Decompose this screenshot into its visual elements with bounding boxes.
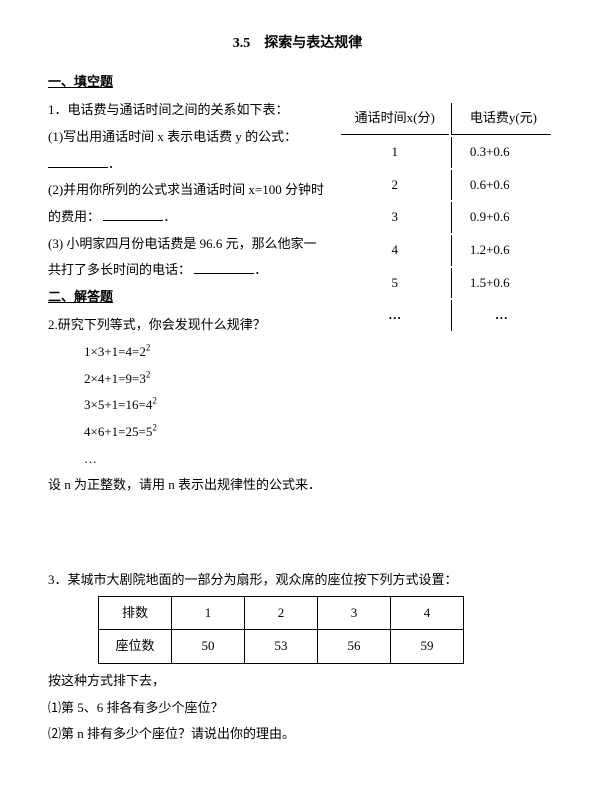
eq-body: 1×3+1=4=2 — [84, 344, 146, 359]
q3-part2: ⑵第 n 排有多少个座位？请说出你的理由。 — [48, 721, 547, 748]
period: ． — [163, 209, 176, 224]
table-row: 30.9+0.6 — [341, 202, 551, 233]
seat-col: 3 — [318, 596, 391, 630]
eq-exp: 2 — [152, 423, 157, 433]
seat-val: 59 — [391, 630, 464, 664]
cell-x: 5 — [341, 268, 449, 299]
cell-y: 1.2+0.6 — [451, 235, 551, 266]
section1-heading: 一、填空题 — [48, 69, 547, 96]
cell-y: 0.3+0.6 — [451, 137, 551, 168]
answer-blank[interactable] — [194, 260, 254, 274]
cell-x: 2 — [341, 170, 449, 201]
q1-part2: (2)并用你所列的公式求当通话时间 x=100 分钟时的费用： — [48, 182, 324, 224]
period: ． — [254, 262, 267, 277]
seat-table: 排数 1 2 3 4 座位数 50 53 56 59 — [98, 596, 464, 664]
q1-part1: (1)写出用通话时间 x 表示电话费 y 的公式： — [48, 129, 297, 144]
q3-intro: 3．某城市大剧院地面的一部分为扇形，观众席的座位按下列方式设置： — [48, 567, 547, 594]
eq-body: 3×5+1=16=4 — [84, 397, 152, 412]
eq-exp: 2 — [146, 343, 151, 353]
cell-y: … — [451, 300, 551, 331]
equation: 2×4+1=9=32 — [84, 366, 547, 393]
table-row: 51.5+0.6 — [341, 268, 551, 299]
phone-fee-table: 通话时间x(分) 电话费y(元) 10.3+0.6 20.6+0.6 30.9+… — [339, 101, 553, 332]
q1-intro: 1．电话费与通话时间之间的关系如下表： — [48, 97, 328, 124]
question-1: 通话时间x(分) 电话费y(元) 10.3+0.6 20.6+0.6 30.9+… — [48, 97, 547, 283]
seat-val: 50 — [172, 630, 245, 664]
q1-part3: (3) 小明家四月份电话费是 96.6 元，那么他家一共打了多长时间的电话： — [48, 236, 317, 278]
cell-y: 1.5+0.6 — [451, 268, 551, 299]
eq-exp: 2 — [146, 369, 151, 379]
equation-ellipsis: … — [84, 446, 547, 473]
q2-conclusion: 设 n 为正整数，请用 n 表示出规律性的公式来． — [48, 472, 547, 499]
seat-col: 2 — [245, 596, 318, 630]
seat-col: 4 — [391, 596, 464, 630]
seat-val: 53 — [245, 630, 318, 664]
eq-body: 4×6+1=25=5 — [84, 424, 152, 439]
table-row: 41.2+0.6 — [341, 235, 551, 266]
equation-list: 1×3+1=4=22 2×4+1=9=32 3×5+1=16=42 4×6+1=… — [84, 339, 547, 472]
table-row: 排数 1 2 3 4 — [99, 596, 464, 630]
seat-val: 56 — [318, 630, 391, 664]
equation: 3×5+1=16=42 — [84, 392, 547, 419]
page-title: 3.5 探索与表达规律 — [48, 30, 547, 59]
q3-continue: 按这种方式排下去， — [48, 668, 547, 695]
table-row: 座位数 50 53 56 59 — [99, 630, 464, 664]
table-row: …… — [341, 300, 551, 331]
period: ． — [108, 156, 121, 171]
equation: 1×3+1=4=22 — [84, 339, 547, 366]
seat-col: 1 — [172, 596, 245, 630]
cell-x: 4 — [341, 235, 449, 266]
answer-blank[interactable] — [48, 154, 108, 168]
q3-part1: ⑴第 5、6 排各有多少个座位？ — [48, 695, 547, 722]
eq-body: 2×4+1=9=3 — [84, 371, 146, 386]
work-space — [48, 499, 547, 567]
equation: 4×6+1=25=52 — [84, 419, 547, 446]
table-row: 10.3+0.6 — [341, 137, 551, 168]
cell-x: … — [341, 300, 449, 331]
cell-y: 0.9+0.6 — [451, 202, 551, 233]
seat-row-label: 座位数 — [99, 630, 172, 664]
table-row: 20.6+0.6 — [341, 170, 551, 201]
phone-table-head-x: 通话时间x(分) — [341, 103, 449, 135]
cell-y: 0.6+0.6 — [451, 170, 551, 201]
eq-exp: 2 — [152, 396, 157, 406]
phone-table-head-y: 电话费y(元) — [451, 103, 551, 135]
cell-x: 3 — [341, 202, 449, 233]
cell-x: 1 — [341, 137, 449, 168]
answer-blank[interactable] — [103, 207, 163, 221]
seat-row-label: 排数 — [99, 596, 172, 630]
